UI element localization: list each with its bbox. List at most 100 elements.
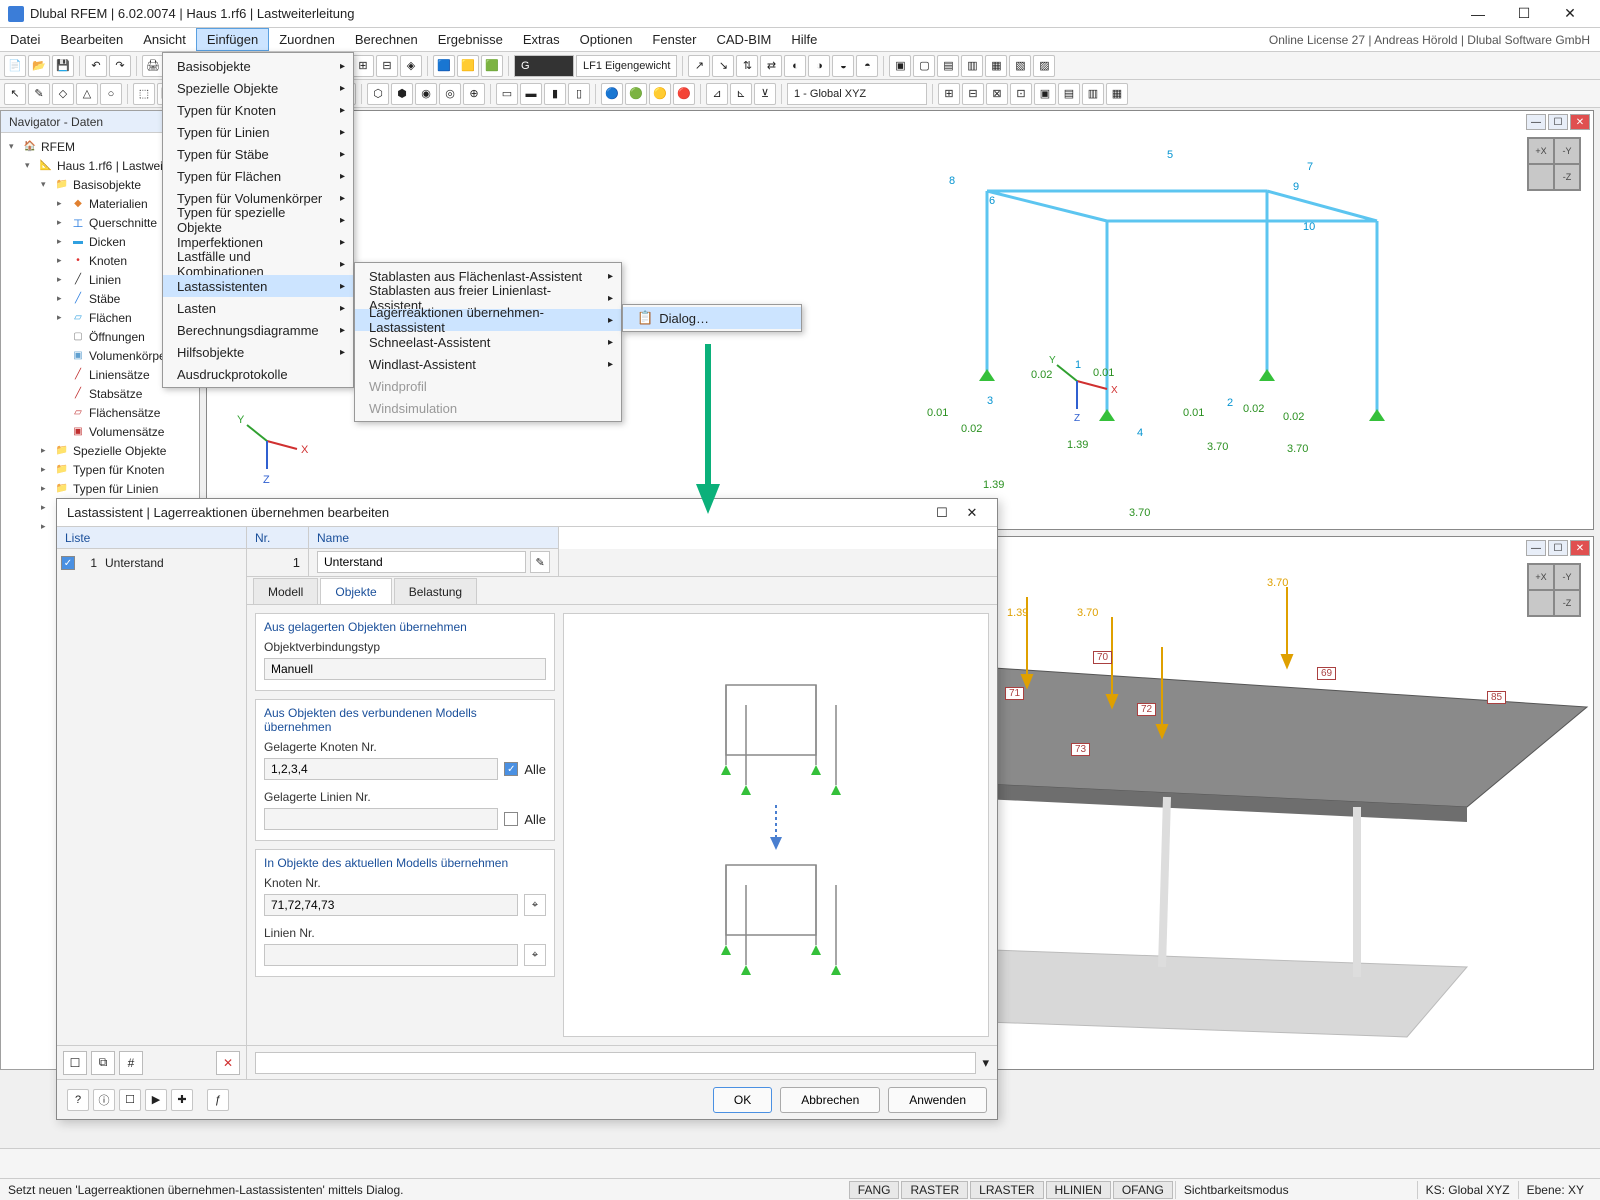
menu-ergebnisse[interactable]: Ergebnisse bbox=[428, 28, 513, 51]
alle-checkbox-2[interactable] bbox=[504, 812, 518, 826]
tb-icon[interactable]: ▣ bbox=[889, 55, 911, 77]
tb-icon[interactable]: 🔵 bbox=[601, 83, 623, 105]
tb-icon[interactable]: ✎ bbox=[28, 83, 50, 105]
menu-item[interactable]: Basisobjekte bbox=[163, 55, 353, 77]
tb-icon[interactable]: ↗ bbox=[688, 55, 710, 77]
tb-icon[interactable]: ◐ bbox=[784, 55, 806, 77]
view-cube[interactable]: +X-Y-Z bbox=[1527, 563, 1581, 617]
tb-icon[interactable]: ◉ bbox=[415, 83, 437, 105]
menu-item[interactable]: Lasten bbox=[163, 297, 353, 319]
dialog-close-button[interactable]: ✕ bbox=[957, 505, 987, 521]
dlg-ext-icon[interactable]: ✚ bbox=[171, 1089, 193, 1111]
tb-icon[interactable]: ⇄ bbox=[760, 55, 782, 77]
comment-pick-icon[interactable]: ▾ bbox=[982, 1055, 989, 1071]
tb-icon[interactable]: ▥ bbox=[1082, 83, 1104, 105]
menu-item[interactable]: Typen für spezielle Objekte bbox=[163, 209, 353, 231]
knoten-src-input[interactable] bbox=[264, 758, 498, 780]
dlg-script-icon[interactable]: ƒ bbox=[207, 1089, 229, 1111]
tb-print-icon[interactable]: 🖨 bbox=[142, 55, 164, 77]
menu-item[interactable]: Spezielle Objekte bbox=[163, 77, 353, 99]
menu-item[interactable]: Schneelast-Assistent bbox=[355, 331, 621, 353]
vp-close-icon[interactable]: ✕ bbox=[1570, 114, 1590, 130]
tb-icon[interactable]: ▮ bbox=[544, 83, 566, 105]
tb-icon[interactable]: ⬚ bbox=[133, 83, 155, 105]
list-copy-icon[interactable]: ⧉ bbox=[91, 1051, 115, 1075]
comment-input[interactable] bbox=[255, 1052, 976, 1074]
tb-undo-icon[interactable]: ↶ bbox=[85, 55, 107, 77]
list-delete-icon[interactable]: ✕ bbox=[216, 1051, 240, 1075]
tb-icon[interactable]: 🟦 bbox=[433, 55, 455, 77]
tb-icon[interactable]: ▥ bbox=[961, 55, 983, 77]
apply-button[interactable]: Anwenden bbox=[888, 1087, 987, 1113]
tb-redo-icon[interactable]: ↷ bbox=[109, 55, 131, 77]
tb-icon[interactable]: ◓ bbox=[856, 55, 878, 77]
tb-icon[interactable]: 🟨 bbox=[457, 55, 479, 77]
tb-combo-g[interactable]: G bbox=[514, 55, 574, 77]
tb-icon[interactable]: 🟢 bbox=[625, 83, 647, 105]
menu-item[interactable]: Berechnungsdiagramme bbox=[163, 319, 353, 341]
status-ofang[interactable]: OFANG bbox=[1113, 1181, 1173, 1199]
menu-fenster[interactable]: Fenster bbox=[642, 28, 706, 51]
menu-item[interactable]: Typen für Linien bbox=[163, 121, 353, 143]
menu-zuordnen[interactable]: Zuordnen bbox=[269, 28, 345, 51]
menu-item-dialog[interactable]: 📋 Dialog… bbox=[623, 307, 801, 329]
tb-new-icon[interactable]: 📄 bbox=[4, 55, 26, 77]
dialog-max-button[interactable]: ☐ bbox=[927, 505, 957, 521]
tb-icon[interactable]: 🟡 bbox=[649, 83, 671, 105]
tab-belastung[interactable]: Belastung bbox=[394, 578, 477, 604]
list-num-icon[interactable]: # bbox=[119, 1051, 143, 1075]
menu-cadbim[interactable]: CAD-BIM bbox=[707, 28, 782, 51]
tb-icon[interactable]: ▣ bbox=[1034, 83, 1056, 105]
pick-nodes-icon[interactable]: ⌖ bbox=[524, 894, 546, 916]
ok-button[interactable]: OK bbox=[713, 1087, 772, 1113]
list-new-icon[interactable]: ☐ bbox=[63, 1051, 87, 1075]
tb-combo-lf[interactable]: LF1 Eigengewicht bbox=[576, 55, 677, 77]
tb-icon[interactable]: ⇅ bbox=[736, 55, 758, 77]
tb-icon[interactable]: ▨ bbox=[1033, 55, 1055, 77]
tb-icon[interactable]: ◒ bbox=[832, 55, 854, 77]
tb-icon[interactable]: ⊻ bbox=[754, 83, 776, 105]
tb-icon[interactable]: ○ bbox=[100, 83, 122, 105]
dlg-help-icon[interactable]: ? bbox=[67, 1089, 89, 1111]
objverbindung-input[interactable] bbox=[264, 658, 546, 680]
tb-icon[interactable]: ⊞ bbox=[938, 83, 960, 105]
tb-icon[interactable]: ▦ bbox=[1106, 83, 1128, 105]
tb-icon[interactable]: 🔴 bbox=[673, 83, 695, 105]
menu-optionen[interactable]: Optionen bbox=[570, 28, 643, 51]
menu-item[interactable]: Lastfälle und Kombinationen bbox=[163, 253, 353, 275]
tab-objekte[interactable]: Objekte bbox=[320, 578, 391, 604]
tb-icon[interactable]: 🟩 bbox=[481, 55, 503, 77]
tb-combo-cs[interactable]: 1 - Global XYZ bbox=[787, 83, 927, 105]
tb-icon[interactable]: ▭ bbox=[496, 83, 518, 105]
tb-icon[interactable]: ⬡ bbox=[367, 83, 389, 105]
tb-icon[interactable]: ⊟ bbox=[962, 83, 984, 105]
tb-icon[interactable]: ◑ bbox=[808, 55, 830, 77]
vp-max-icon[interactable]: ☐ bbox=[1548, 540, 1568, 556]
tb-icon[interactable]: △ bbox=[76, 83, 98, 105]
tb-icon[interactable]: ⊞ bbox=[352, 55, 374, 77]
tb-icon[interactable]: ⊡ bbox=[1010, 83, 1032, 105]
pick-lines-icon[interactable]: ⌖ bbox=[524, 944, 546, 966]
tb-icon[interactable]: ⊾ bbox=[730, 83, 752, 105]
menu-item[interactable]: Ausdruckprotokolle bbox=[163, 363, 353, 385]
tb-icon[interactable]: ↘ bbox=[712, 55, 734, 77]
menu-item[interactable]: Windlast-Assistent bbox=[355, 353, 621, 375]
menu-berechnen[interactable]: Berechnen bbox=[345, 28, 428, 51]
tb-open-icon[interactable]: 📂 bbox=[28, 55, 50, 77]
status-hlinien[interactable]: HLINIEN bbox=[1046, 1181, 1111, 1199]
menu-item[interactable]: Typen für Stäbe bbox=[163, 143, 353, 165]
tb-icon[interactable]: ▧ bbox=[1009, 55, 1031, 77]
name-input[interactable] bbox=[317, 551, 526, 573]
close-button[interactable]: ✕ bbox=[1548, 2, 1592, 26]
menu-bearbeiten[interactable]: Bearbeiten bbox=[50, 28, 133, 51]
tb-icon[interactable]: ▢ bbox=[913, 55, 935, 77]
tb-icon[interactable]: ▬ bbox=[520, 83, 542, 105]
menu-datei[interactable]: Datei bbox=[0, 28, 50, 51]
tb-icon[interactable]: ◎ bbox=[439, 83, 461, 105]
menu-item[interactable]: Hilfsobjekte bbox=[163, 341, 353, 363]
tb-icon[interactable]: ⊕ bbox=[463, 83, 485, 105]
tb-icon[interactable]: ⊟ bbox=[376, 55, 398, 77]
vp-max-icon[interactable]: ☐ bbox=[1548, 114, 1568, 130]
tb-icon[interactable]: ◈ bbox=[400, 55, 422, 77]
cancel-button[interactable]: Abbrechen bbox=[780, 1087, 880, 1113]
